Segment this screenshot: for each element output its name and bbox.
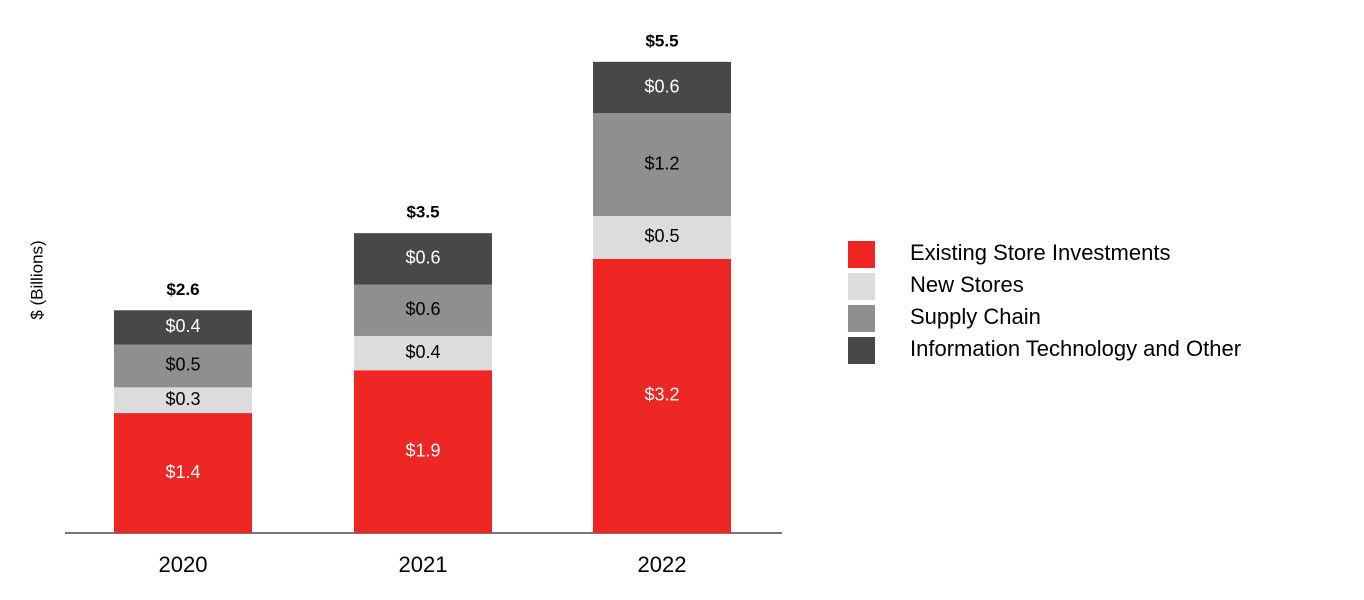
legend-swatch: [848, 273, 875, 300]
y-axis-label: $ (Billions): [27, 240, 46, 319]
value-label: $0.5: [165, 355, 200, 375]
value-label: $1.2: [644, 153, 679, 173]
bar-segment: [593, 113, 731, 217]
bar-segment: [114, 344, 252, 388]
legend-label: Existing Store Investments: [910, 240, 1170, 265]
total-label: $2.6: [166, 280, 199, 299]
value-label: $1.4: [165, 462, 200, 482]
bar-segment: [593, 61, 731, 114]
x-tick-label: 2020: [159, 552, 208, 577]
bar-segment: [114, 413, 252, 533]
bar-segment: [593, 216, 731, 259]
legend-swatch: [848, 241, 875, 268]
x-tick-label: 2021: [399, 552, 448, 577]
legend-label: Information Technology and Other: [910, 336, 1241, 361]
value-label: $3.2: [644, 385, 679, 405]
value-label: $1.9: [405, 440, 440, 460]
bar-segment: [114, 387, 252, 414]
value-label: $0.6: [644, 76, 679, 96]
total-label: $3.5: [406, 203, 439, 222]
x-tick-label: 2022: [638, 552, 687, 577]
value-label: $0.4: [165, 316, 200, 336]
value-label: $0.6: [405, 248, 440, 268]
bar-segment: [354, 233, 492, 285]
value-label: $0.6: [405, 299, 440, 319]
legend-label: Supply Chain: [910, 304, 1041, 329]
value-label: $0.4: [405, 342, 440, 362]
legend-swatch: [848, 305, 875, 332]
bar-segment: [354, 284, 492, 336]
legend-swatch: [848, 337, 875, 364]
value-label: $0.5: [644, 226, 679, 246]
value-label: $0.3: [165, 389, 200, 409]
legend-label: New Stores: [910, 272, 1024, 297]
bar-segment: [593, 258, 731, 533]
total-label: $5.5: [645, 31, 678, 50]
bar-segment: [354, 370, 492, 533]
bar-segment: [114, 310, 252, 345]
bar-segment: [354, 335, 492, 371]
